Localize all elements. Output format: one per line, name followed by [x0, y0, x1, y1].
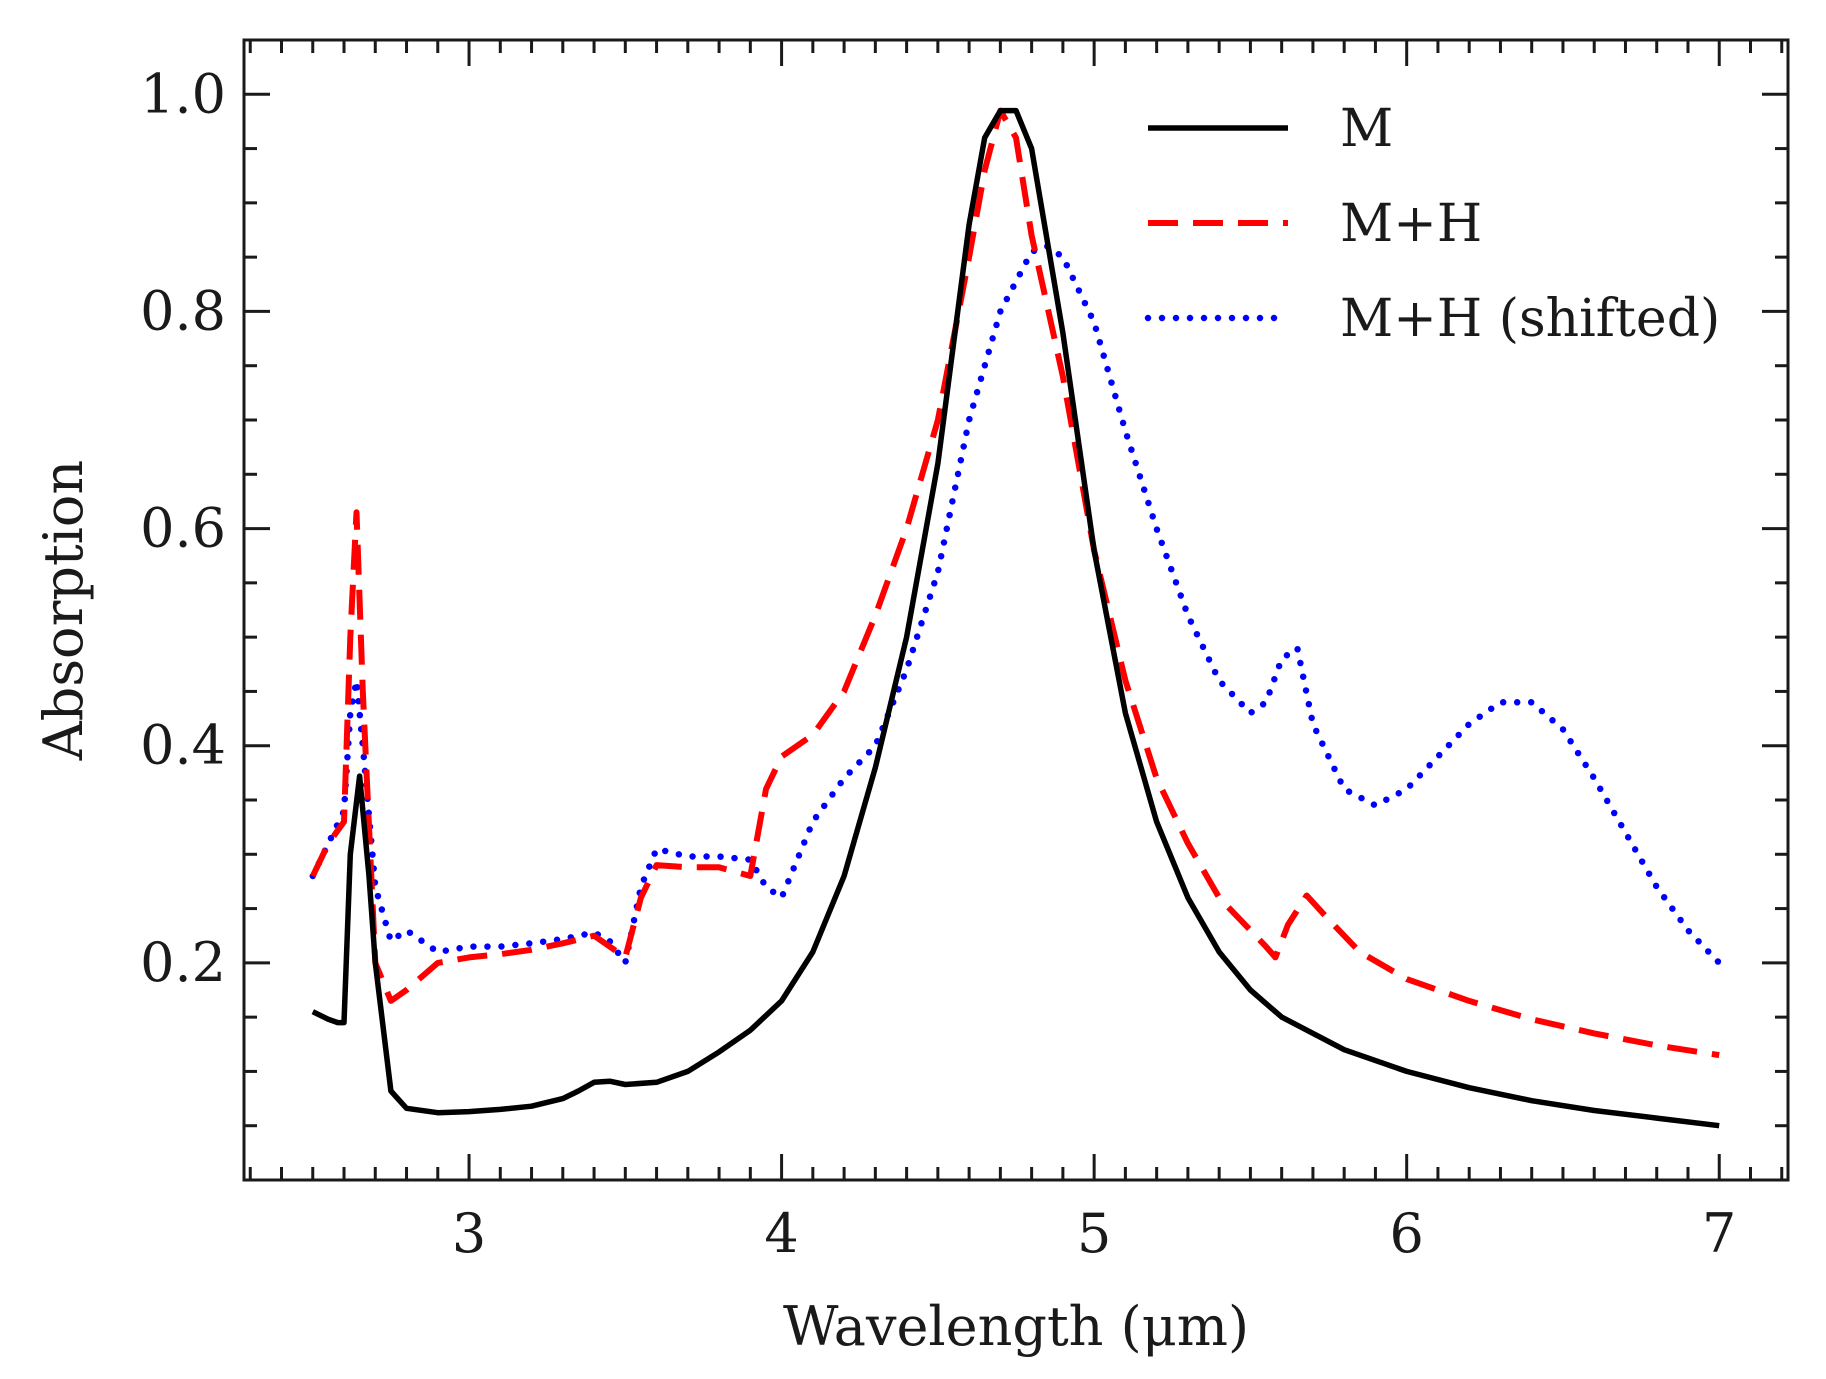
- series-line-m-h-shifted: [309, 243, 1723, 967]
- x-tick-label: 3: [452, 1202, 486, 1265]
- x-tick-label: 5: [1077, 1202, 1111, 1265]
- y-axis-title: Absorption: [32, 460, 95, 761]
- x-tick-label: 7: [1702, 1202, 1736, 1265]
- y-tick-label: 0.8: [140, 279, 226, 342]
- y-tick-label: 0.4: [140, 714, 226, 777]
- legend-label: M+H (shifted): [1340, 289, 1720, 349]
- y-tick-label: 0.2: [140, 931, 226, 994]
- series-layer: [309, 107, 1723, 1129]
- series-line-m: [311, 107, 1720, 1129]
- labels-layer: 3 4 5 6 7 0.2 0.4 0.6 0.8 1.0: [140, 62, 1736, 1265]
- plot-frame: [242, 38, 1790, 1182]
- y-tick-label: 1.0: [140, 62, 226, 125]
- x-tick-label: 4: [764, 1202, 798, 1265]
- x-axis-title: Wavelength (μm): [783, 1295, 1249, 1358]
- series-line-m-h: [310, 107, 1720, 1059]
- y-tick-label: 0.6: [140, 497, 226, 560]
- ticks-layer: [244, 40, 1788, 1180]
- legend: M M+H M+H (shifted): [1144, 99, 1720, 349]
- legend-label: M: [1340, 99, 1393, 159]
- x-tick-label: 6: [1390, 1202, 1424, 1265]
- legend-label: M+H: [1340, 194, 1482, 254]
